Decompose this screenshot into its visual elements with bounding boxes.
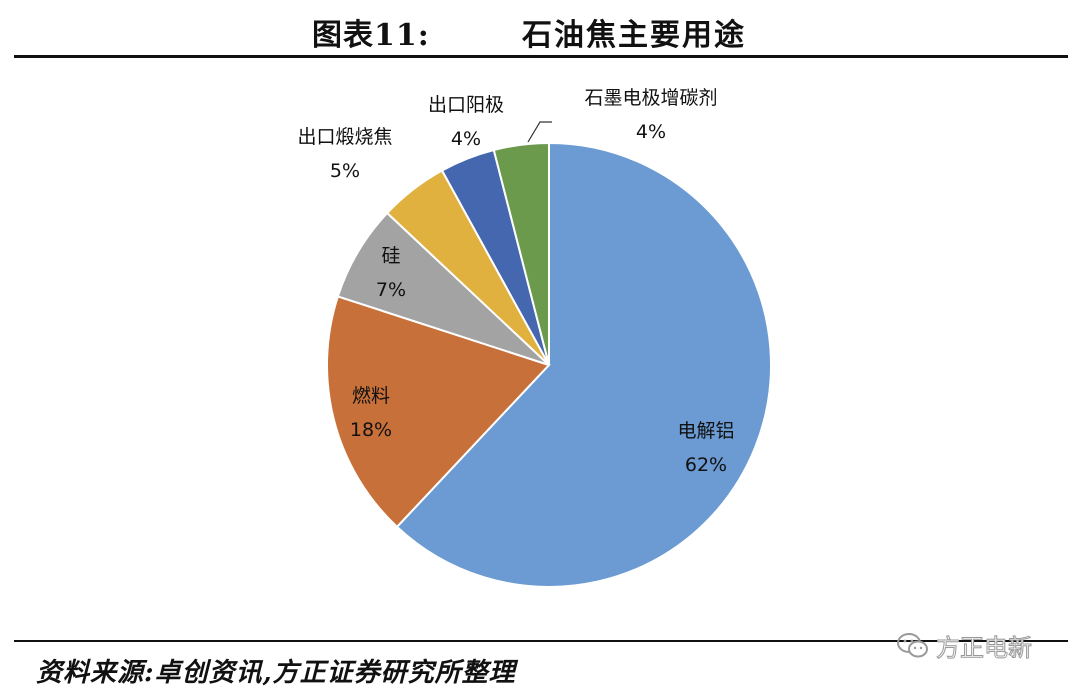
top-rule (14, 55, 1068, 58)
slice-name-label: 石墨电极增碳剂 (584, 87, 717, 109)
slice-name-label: 出口煅烧焦 (297, 126, 392, 148)
source-note: 资料来源:卓创资讯,方正证券研究所整理 (36, 658, 516, 688)
slice-percent-label: 4% (451, 128, 481, 150)
slice-name-label: 出口阳极 (428, 94, 504, 116)
wechat-icon (897, 632, 928, 657)
watermark: 方正电新 (896, 628, 1033, 663)
pie-labels: 电解铝 62% 燃料 18% 硅 7% 出口煅烧焦 5% 出口阳极 4% 石墨电极增碳剂 4% (297, 87, 734, 476)
figure-title: 石油焦主要用途 (522, 18, 746, 53)
slice-name-label: 燃料 (352, 385, 390, 407)
slice-percent-label: 62% (685, 454, 727, 476)
bottom-rule (14, 640, 1068, 642)
pie-slice-2 (326, 295, 551, 529)
figure-number: 图表11: (312, 18, 430, 53)
slice-name-label: 硅 (381, 245, 400, 267)
leader-line (527, 121, 552, 143)
pie-slice-1 (395, 141, 772, 588)
slice-percent-label: 18% (350, 419, 392, 441)
slice-percent-label: 7% (376, 279, 406, 301)
pie-slice-6 (492, 141, 550, 366)
pie-slices (326, 141, 772, 588)
slice-percent-label: 5% (330, 160, 360, 182)
pie-chart: 电解铝 62% 燃料 18% 硅 7% 出口煅烧焦 5% 出口阳极 4% 石墨电极增碳剂 4% (297, 87, 772, 588)
slice-percent-label: 4% (636, 121, 666, 143)
watermark-text: 方正电新 (936, 634, 1033, 663)
figure-header: 图表11: 石油焦主要用途 (0, 0, 1080, 56)
slice-name-label: 电解铝 (677, 420, 734, 442)
